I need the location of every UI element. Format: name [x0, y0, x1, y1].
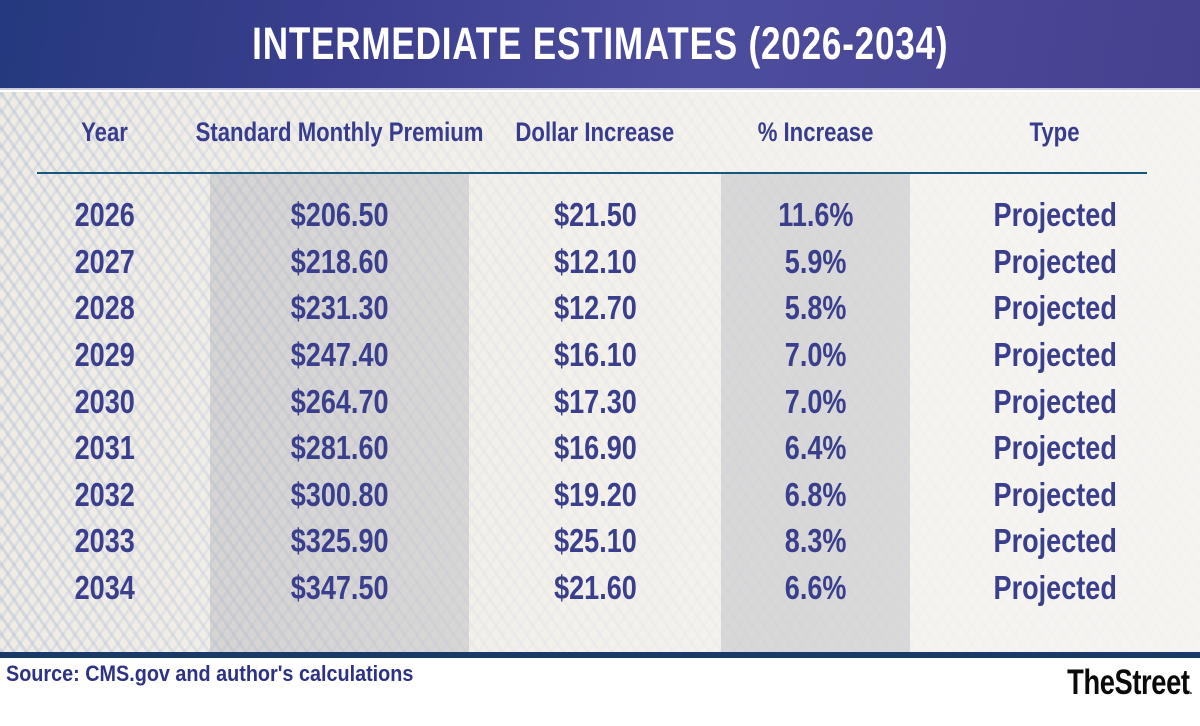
table-cell: Projected [993, 475, 1117, 513]
table-cell: $25.10 [553, 522, 637, 560]
table-cell: 5.9% [784, 242, 847, 280]
page-title: INTERMEDIATE ESTIMATES (2026-2034) [251, 18, 949, 69]
table-cell: Projected [993, 289, 1117, 327]
table-cell: $264.70 [290, 382, 389, 420]
table-row: 2028 $231.30 $12.70 5.8% Projected [0, 285, 1200, 332]
table-cell: 2032 [74, 475, 136, 513]
table-cell: 7.0% [784, 382, 847, 420]
footer: Source: CMS.gov and author's calculation… [0, 658, 1200, 726]
column-header-label: Dollar Increase [515, 116, 675, 147]
title-banner: INTERMEDIATE ESTIMATES (2026-2034) [0, 0, 1200, 90]
table-cell: 2033 [74, 522, 136, 560]
table-cell: Projected [993, 522, 1117, 560]
column-band-percent [721, 173, 910, 652]
table-cell: $218.60 [290, 242, 389, 280]
table-row: 2027 $218.60 $12.10 5.9% Projected [0, 239, 1200, 286]
table-cell: $206.50 [290, 196, 389, 234]
table-rows: 2026 $206.50 $21.50 11.6% Projected 2027 $218.… [0, 178, 1200, 652]
table-area: Year Standard Monthly Premium Dollar Inc… [0, 92, 1200, 652]
thestreet-logo: TheStreet. [1067, 663, 1192, 703]
table-cell: $16.10 [553, 336, 637, 374]
table-cell: $12.70 [553, 289, 637, 327]
table-cell: $347.50 [290, 569, 389, 607]
thestreet-logo-text: TheStreet [1067, 663, 1190, 702]
column-header-premium: Standard Monthly Premium [196, 117, 484, 148]
table-row: 2031 $281.60 $16.90 6.4% Projected [0, 425, 1200, 472]
column-header-label: Type [1029, 116, 1081, 147]
table-row: 2033 $325.90 $25.10 8.3% Projected [0, 518, 1200, 565]
table-cell: 11.6% [777, 196, 854, 234]
table-cell: $300.80 [290, 475, 389, 513]
table-cell: $231.30 [290, 289, 389, 327]
column-header-type: Type [910, 117, 1200, 148]
source-attribution: Source: CMS.gov and author's calculation… [6, 661, 414, 686]
column-header-label: Year [81, 116, 129, 147]
table-cell: Projected [993, 569, 1117, 607]
column-header-year: Year [0, 117, 210, 148]
table-cell: Projected [993, 336, 1117, 374]
table-row: 2030 $264.70 $17.30 7.0% Projected [0, 378, 1200, 425]
footer-divider-bar [0, 652, 1200, 658]
column-header-dollar-increase: Dollar Increase [469, 117, 721, 148]
table-cell: 2028 [74, 289, 136, 327]
column-header-percent-increase: % Increase [721, 117, 910, 148]
table-cell: Projected [993, 242, 1117, 280]
table-cell: Projected [993, 429, 1117, 467]
table-cell: 6.6% [784, 569, 847, 607]
table-cell: $325.90 [290, 522, 389, 560]
table-row: 2026 $206.50 $21.50 11.6% Projected [0, 192, 1200, 239]
column-header-label: Standard Monthly Premium [195, 116, 484, 147]
table-cell: 2027 [74, 242, 136, 280]
table-cell: Projected [993, 196, 1117, 234]
table-row: 2029 $247.40 $16.10 7.0% Projected [0, 332, 1200, 379]
table-cell: 2031 [74, 429, 136, 467]
table-cell: $16.90 [553, 429, 637, 467]
table-cell: 8.3% [784, 522, 847, 560]
table-cell: $21.50 [553, 196, 637, 234]
column-band-premium [210, 173, 469, 652]
table-row: 2032 $300.80 $19.20 6.8% Projected [0, 472, 1200, 519]
table-cell: 6.8% [784, 475, 847, 513]
table-cell: 7.0% [784, 336, 847, 374]
table-cell: 5.8% [784, 289, 847, 327]
table-cell: $281.60 [290, 429, 389, 467]
table-cell: $17.30 [553, 382, 637, 420]
table-cell: 2034 [74, 569, 136, 607]
table-header-row: Year Standard Monthly Premium Dollar Inc… [0, 92, 1200, 172]
table-row: 2034 $347.50 $21.60 6.6% Projected [0, 565, 1200, 612]
table-cell: 2030 [74, 382, 136, 420]
header-divider-line [37, 172, 1147, 174]
table-cell: $19.20 [553, 475, 637, 513]
table-cell: 2029 [74, 336, 136, 374]
table-cell: Projected [993, 382, 1117, 420]
table-cell: 2026 [74, 196, 136, 234]
table-cell: $21.60 [553, 569, 637, 607]
table-cell: $12.10 [553, 242, 637, 280]
table-cell: 6.4% [784, 429, 847, 467]
thestreet-logo-mark: . [1189, 683, 1193, 697]
table-cell: $247.40 [290, 336, 389, 374]
column-header-label: % Increase [757, 116, 874, 147]
